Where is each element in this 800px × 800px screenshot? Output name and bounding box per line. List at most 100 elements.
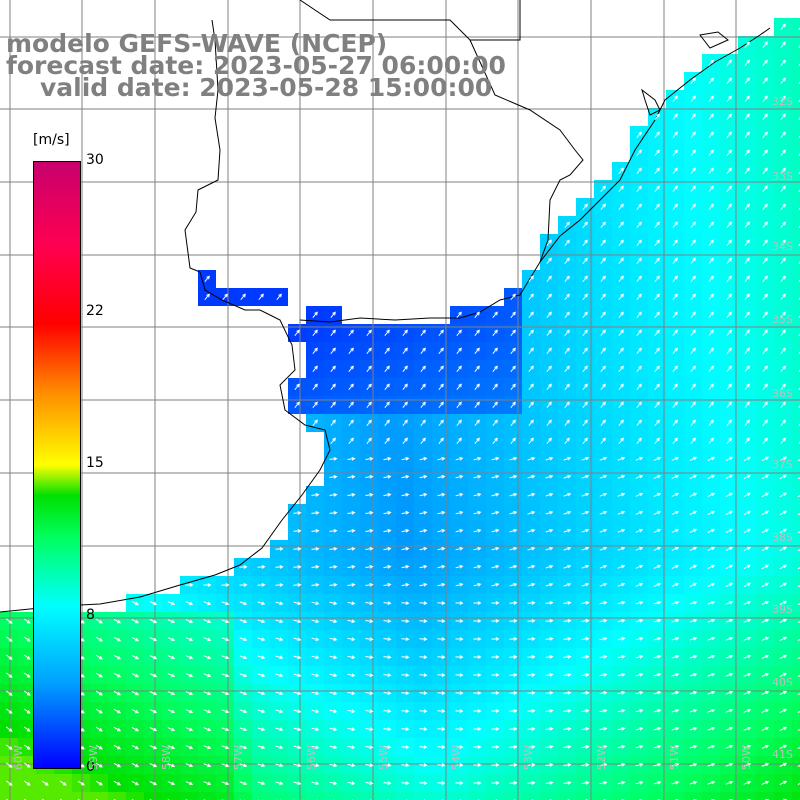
wind-arrow-head bbox=[585, 456, 590, 461]
wind-arrow bbox=[725, 546, 733, 552]
wind-arrow bbox=[690, 311, 696, 319]
wind-arrow-head bbox=[441, 546, 446, 551]
wind-arrow-head bbox=[620, 437, 624, 442]
wind-arrow bbox=[617, 475, 625, 479]
wind-arrow bbox=[672, 365, 678, 373]
wind-arrow-head bbox=[674, 257, 678, 262]
wind-arrow-head bbox=[512, 293, 516, 298]
wind-arrow bbox=[384, 437, 390, 445]
wind-arrow bbox=[491, 511, 499, 515]
wind-arrow bbox=[636, 149, 642, 157]
wind-arrow bbox=[546, 365, 552, 373]
wind-arrow bbox=[672, 329, 678, 337]
wind-arrow bbox=[312, 347, 318, 355]
wind-arrow bbox=[779, 492, 787, 498]
wind-arrow bbox=[762, 275, 768, 283]
wind-arrow bbox=[744, 221, 750, 229]
wind-arrow bbox=[762, 239, 768, 247]
wind-arrow-head bbox=[549, 546, 554, 551]
wind-arrow-head bbox=[638, 149, 642, 154]
wind-arrow-head bbox=[476, 401, 480, 406]
wind-arrow-head bbox=[638, 329, 642, 334]
wind-arrow-head bbox=[494, 401, 498, 406]
wind-arrow-head bbox=[584, 401, 588, 406]
coastline-path bbox=[0, 19, 331, 613]
wind-arrow bbox=[599, 583, 607, 587]
wind-arrow bbox=[509, 511, 517, 515]
wind-arrow bbox=[419, 565, 427, 569]
wind-arrow-head bbox=[315, 529, 320, 533]
wind-arrow bbox=[455, 547, 463, 551]
speed-cell bbox=[792, 396, 800, 414]
wind-arrow-head bbox=[495, 564, 500, 569]
wind-arrow bbox=[761, 474, 769, 480]
wind-arrow bbox=[725, 510, 733, 516]
wind-arrow-head bbox=[584, 203, 588, 208]
wind-arrow-head bbox=[620, 347, 624, 352]
wind-arrow bbox=[312, 401, 318, 409]
wind-arrow-head bbox=[459, 601, 464, 605]
wind-arrow bbox=[779, 510, 787, 516]
wind-arrow-head bbox=[476, 347, 480, 352]
wind-arrow-head bbox=[765, 492, 770, 497]
wind-arrow bbox=[491, 547, 499, 551]
wind-arrow bbox=[654, 221, 660, 229]
wind-arrow bbox=[311, 601, 319, 605]
wind-arrow bbox=[438, 401, 444, 409]
wind-arrow-head bbox=[441, 474, 446, 479]
wind-arrow bbox=[528, 347, 534, 355]
wind-arrow bbox=[492, 383, 498, 391]
wind-arrow-head bbox=[512, 419, 516, 424]
wind-arrow-head bbox=[602, 347, 606, 352]
wind-arrow-head bbox=[782, 77, 786, 82]
wind-arrow bbox=[563, 565, 571, 569]
wind-arrow-head bbox=[495, 546, 500, 551]
wind-arrow bbox=[437, 493, 445, 497]
wind-arrow-head bbox=[782, 185, 786, 190]
wind-arrow-head bbox=[387, 564, 392, 569]
wind-arrow bbox=[725, 564, 733, 570]
wind-arrow-head bbox=[332, 401, 336, 406]
wind-arrow-head bbox=[638, 239, 642, 244]
wind-arrow bbox=[546, 293, 552, 301]
wind-arrow-head bbox=[603, 474, 608, 479]
wind-arrow-head bbox=[369, 456, 374, 461]
wind-arrow-head bbox=[692, 167, 696, 172]
wind-arrow bbox=[564, 257, 570, 265]
speed-cell bbox=[792, 216, 800, 234]
wind-arrow-head bbox=[639, 474, 644, 479]
wind-arrow bbox=[761, 582, 769, 588]
wind-arrow-head bbox=[368, 383, 372, 388]
wind-arrow bbox=[311, 530, 319, 532]
wind-arrow bbox=[401, 529, 409, 533]
wind-arrow bbox=[726, 203, 732, 211]
wind-arrow-head bbox=[692, 257, 696, 262]
speed-cell bbox=[792, 432, 800, 450]
wind-arrow bbox=[635, 475, 643, 479]
wind-arrow-head bbox=[729, 456, 734, 461]
lon-label: 54W bbox=[450, 745, 463, 770]
wind-arrow-head bbox=[405, 456, 410, 461]
wind-arrow bbox=[329, 548, 337, 550]
speed-cell bbox=[180, 792, 198, 800]
wind-arrow-head bbox=[296, 383, 300, 388]
wind-arrow-head bbox=[782, 149, 786, 154]
wind-arrow-head bbox=[332, 383, 336, 388]
wind-arrow-head bbox=[764, 347, 768, 352]
lagoon-mirim bbox=[641, 88, 661, 116]
wind-arrow bbox=[437, 511, 445, 515]
wind-arrow-head bbox=[692, 149, 696, 154]
lon-label: 55W bbox=[377, 745, 390, 770]
wind-arrow-head bbox=[315, 493, 320, 497]
wind-arrow bbox=[581, 457, 589, 461]
wind-arrow bbox=[384, 365, 390, 373]
wind-arrow bbox=[419, 475, 427, 479]
wind-arrow-head bbox=[495, 528, 500, 533]
wind-arrow-head bbox=[441, 492, 446, 497]
wind-arrow bbox=[671, 511, 679, 515]
speed-cell bbox=[72, 792, 90, 800]
wind-arrow bbox=[365, 602, 373, 604]
wind-arrow bbox=[420, 329, 426, 337]
wind-arrow-head bbox=[440, 383, 444, 388]
wind-arrow-head bbox=[584, 221, 588, 226]
